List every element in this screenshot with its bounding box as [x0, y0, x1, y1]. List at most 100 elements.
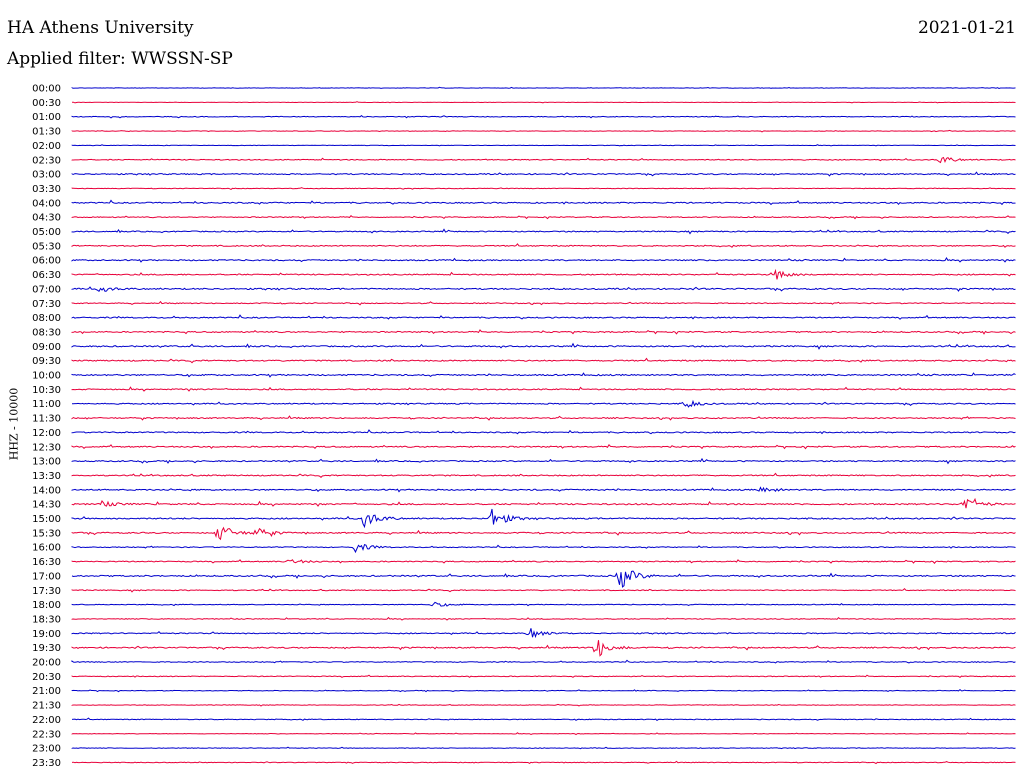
time-tick-label: 18:00 [32, 600, 61, 611]
trace-1400 [71, 486, 1016, 493]
time-tick-label: 16:30 [32, 557, 61, 568]
time-tick-label: 04:30 [32, 213, 61, 224]
trace-1730 [71, 587, 1016, 593]
trace-1830 [71, 616, 1016, 621]
trace-0900 [71, 342, 1016, 350]
time-tick-label: 17:00 [32, 571, 61, 582]
trace-0030 [71, 101, 1016, 104]
trace-2000 [71, 659, 1016, 664]
trace-1800 [71, 601, 1016, 607]
time-tick-label: 12:00 [32, 428, 61, 439]
time-tick-label: 19:00 [32, 629, 61, 640]
time-tick-label: 15:30 [32, 528, 61, 539]
trace-0000 [71, 86, 1016, 90]
time-tick-label: 11:30 [32, 414, 61, 425]
trace-1230 [71, 443, 1016, 450]
time-tick-label: 20:00 [32, 658, 61, 669]
time-tick-label: 12:30 [32, 442, 61, 453]
time-tick-label: 09:00 [32, 342, 61, 353]
time-tick-label: 13:30 [32, 471, 61, 482]
trace-0600 [71, 257, 1016, 263]
trace-2100 [71, 688, 1016, 693]
time-tick-label: 22:30 [32, 729, 61, 740]
trace-2130 [71, 703, 1016, 707]
trace-0430 [71, 215, 1016, 220]
trace-1130 [71, 415, 1016, 421]
time-tick-label: 08:00 [32, 313, 61, 324]
trace-2300 [71, 746, 1016, 750]
trace-1530 [71, 526, 1016, 541]
trace-1700 [71, 570, 1016, 588]
trace-1030 [71, 386, 1016, 392]
time-tick-label: 18:30 [32, 614, 61, 625]
trace-0630 [71, 268, 1016, 280]
trace-1330 [71, 472, 1016, 478]
time-tick-label: 06:00 [32, 256, 61, 267]
trace-2200 [71, 717, 1016, 722]
trace-0830 [71, 329, 1016, 335]
trace-2030 [71, 674, 1016, 679]
trace-0800 [71, 314, 1016, 320]
trace-0300 [71, 171, 1016, 177]
time-tick-label: 14:00 [32, 485, 61, 496]
trace-1200 [71, 429, 1016, 435]
time-tick-label: 22:00 [32, 715, 61, 726]
time-tick-label: 19:30 [32, 643, 61, 654]
time-tick-label: 10:30 [32, 385, 61, 396]
time-tick-label: 13:00 [32, 457, 61, 468]
trace-0500 [71, 228, 1016, 235]
time-tick-label: 01:00 [32, 112, 61, 123]
trace-2330 [71, 760, 1016, 765]
time-tick-label: 03:00 [32, 170, 61, 181]
filter-label: Applied filter: WWSSN-SP [7, 49, 233, 69]
time-tick-label: 00:30 [32, 98, 61, 109]
time-tick-label: 16:00 [32, 543, 61, 554]
trace-1600 [71, 543, 1016, 554]
time-tick-label: 02:00 [32, 141, 61, 152]
time-tick-label: 09:30 [32, 356, 61, 367]
time-tick-label: 03:30 [32, 184, 61, 195]
station-title: HA Athens University [7, 18, 194, 38]
time-tick-label: 01:30 [32, 127, 61, 138]
trace-0400 [71, 199, 1016, 206]
time-tick-label: 02:30 [32, 155, 61, 166]
time-tick-label: 17:30 [32, 586, 61, 597]
trace-0700 [71, 286, 1016, 293]
trace-1100 [72, 399, 1016, 408]
time-tick-label: 20:30 [32, 672, 61, 683]
time-tick-label: 15:00 [32, 514, 61, 525]
time-tick-label: 04:00 [32, 198, 61, 209]
trace-1430 [71, 497, 1016, 509]
time-tick-label: 05:00 [32, 227, 61, 238]
trace-0130 [71, 129, 1016, 133]
trace-0730 [71, 300, 1016, 306]
trace-0330 [71, 187, 1016, 190]
time-tick-label: 23:30 [32, 758, 61, 769]
time-tick-label: 21:00 [32, 686, 61, 697]
trace-0230 [71, 156, 1016, 164]
time-tick-label: 08:30 [32, 327, 61, 338]
trace-1000 [71, 372, 1016, 378]
trace-1300 [71, 457, 1016, 465]
time-tick-label: 21:30 [32, 701, 61, 712]
time-tick-label: 11:00 [32, 399, 61, 410]
trace-2230 [71, 732, 1016, 736]
trace-1500 [71, 508, 1016, 529]
time-tick-label: 06:30 [32, 270, 61, 281]
time-tick-label: 05:30 [32, 241, 61, 252]
trace-1930 [71, 640, 1016, 657]
trace-0530 [71, 243, 1016, 248]
time-tick-label: 23:00 [32, 744, 61, 755]
time-tick-label: 00:00 [32, 84, 61, 95]
trace-1900 [71, 628, 1016, 639]
time-tick-label: 07:00 [32, 284, 61, 295]
trace-0930 [71, 357, 1016, 364]
trace-0200 [71, 144, 1016, 147]
date-label: 2021-01-21 [917, 18, 1016, 38]
trace-1630 [71, 559, 1016, 564]
time-tick-label: 14:30 [32, 500, 61, 511]
time-tick-label: 07:30 [32, 299, 61, 310]
trace-0100 [71, 114, 1016, 119]
time-tick-label: 10:00 [32, 371, 61, 382]
